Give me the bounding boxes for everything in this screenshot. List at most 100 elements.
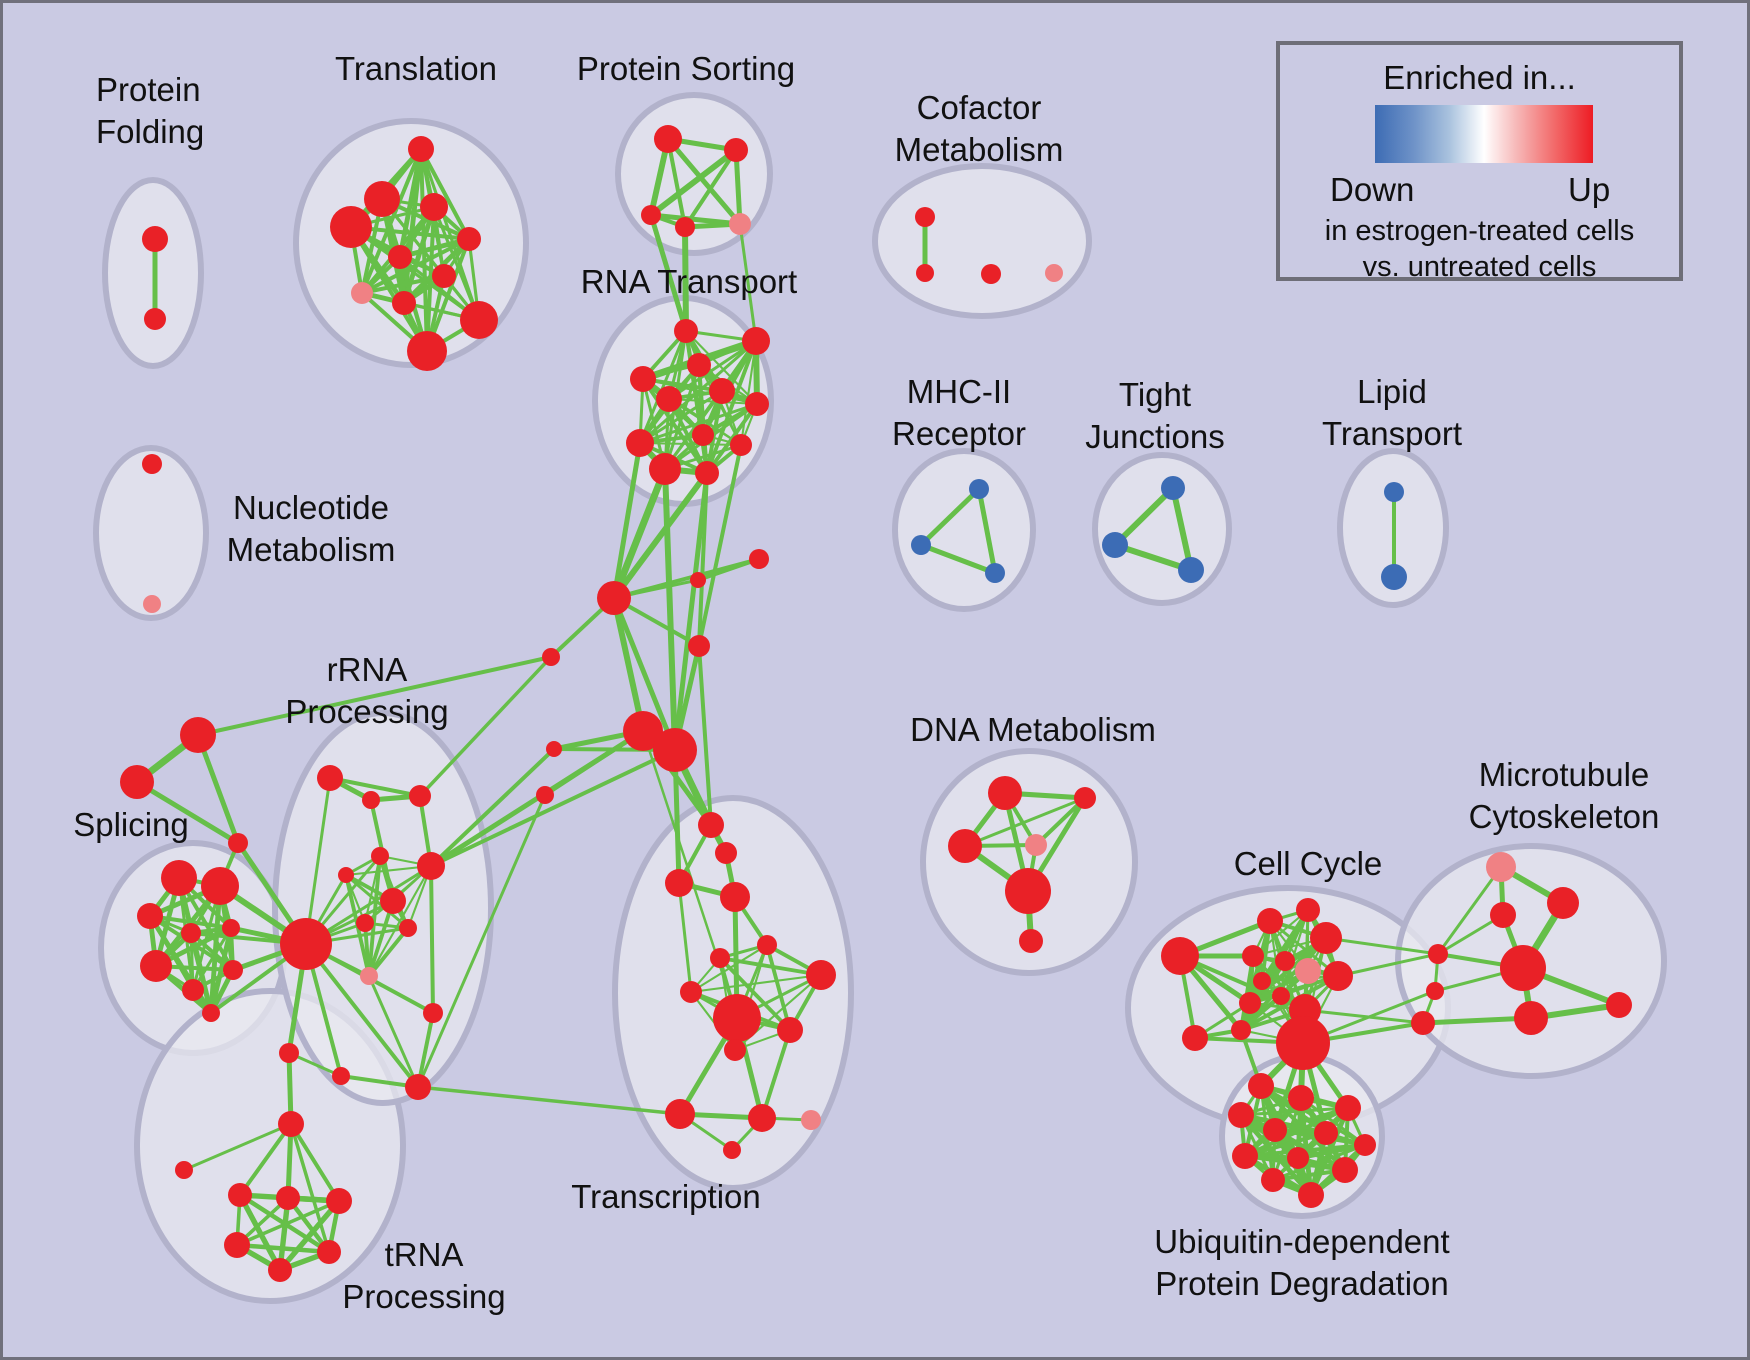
node-j1[interactable]	[1102, 532, 1128, 558]
node-s4[interactable]	[222, 919, 240, 937]
node-s3[interactable]	[181, 923, 201, 943]
node-p4[interactable]	[729, 213, 751, 235]
node-q1[interactable]	[362, 791, 380, 809]
node-b1[interactable]	[1288, 1085, 1314, 1111]
node-w10[interactable]	[724, 1039, 746, 1061]
node-hub2[interactable]	[623, 711, 663, 751]
node-b9[interactable]	[1261, 1168, 1285, 1192]
node-g3[interactable]	[1296, 898, 1320, 922]
node-q4[interactable]	[338, 867, 354, 883]
node-p0[interactable]	[654, 125, 682, 153]
node-q7[interactable]	[399, 919, 417, 937]
node-r8[interactable]	[692, 424, 714, 446]
node-g5[interactable]	[1242, 945, 1264, 967]
node-g13[interactable]	[1231, 1020, 1251, 1040]
node-d0[interactable]	[988, 776, 1022, 810]
node-w7[interactable]	[680, 981, 702, 1003]
node-hub1[interactable]	[280, 918, 332, 970]
node-w1[interactable]	[715, 842, 737, 864]
node-w2[interactable]	[665, 869, 693, 897]
node-m0[interactable]	[969, 479, 989, 499]
node-h3[interactable]	[1428, 944, 1448, 964]
node-p2[interactable]	[641, 205, 661, 225]
node-u6[interactable]	[317, 1240, 341, 1264]
node-l0[interactable]	[1384, 482, 1404, 502]
node-g9[interactable]	[1323, 961, 1353, 991]
node-h1[interactable]	[1547, 887, 1579, 919]
node-t9[interactable]	[460, 301, 498, 339]
node-t8[interactable]	[392, 291, 416, 315]
node-t10[interactable]	[407, 331, 447, 371]
node-b11[interactable]	[1298, 1182, 1324, 1208]
node-a0[interactable]	[142, 226, 168, 252]
node-t4[interactable]	[457, 227, 481, 251]
node-q12[interactable]	[279, 1043, 299, 1063]
node-d2[interactable]	[948, 829, 982, 863]
node-w0[interactable]	[698, 812, 724, 838]
node-a1[interactable]	[144, 308, 166, 330]
node-d5[interactable]	[1019, 929, 1043, 953]
node-v1[interactable]	[690, 572, 706, 588]
node-g8[interactable]	[1295, 958, 1321, 984]
node-s1[interactable]	[201, 867, 239, 905]
node-q3[interactable]	[371, 847, 389, 865]
node-m2[interactable]	[985, 563, 1005, 583]
node-h8[interactable]	[1606, 992, 1632, 1018]
node-u2[interactable]	[228, 1183, 252, 1207]
node-q5[interactable]	[380, 888, 406, 914]
node-t5[interactable]	[388, 245, 412, 269]
node-u1[interactable]	[175, 1161, 193, 1179]
node-q10[interactable]	[405, 1074, 431, 1100]
node-c3[interactable]	[1045, 264, 1063, 282]
node-g7[interactable]	[1253, 972, 1271, 990]
node-q6[interactable]	[356, 914, 374, 932]
node-u0[interactable]	[278, 1111, 304, 1137]
node-q11[interactable]	[332, 1067, 350, 1085]
node-l1[interactable]	[1381, 564, 1407, 590]
node-q9[interactable]	[423, 1003, 443, 1023]
node-c0[interactable]	[915, 207, 935, 227]
node-w12[interactable]	[748, 1104, 776, 1132]
node-n0[interactable]	[142, 454, 162, 474]
node-g14[interactable]	[1276, 1016, 1330, 1070]
node-w5[interactable]	[710, 948, 730, 968]
node-j2[interactable]	[1178, 557, 1204, 583]
node-b2[interactable]	[1335, 1095, 1361, 1121]
node-s8[interactable]	[202, 1004, 220, 1022]
node-t1[interactable]	[364, 181, 400, 217]
node-v4[interactable]	[546, 741, 562, 757]
node-g2[interactable]	[1257, 908, 1283, 934]
node-h7[interactable]	[1514, 1001, 1548, 1035]
node-b0[interactable]	[1248, 1073, 1274, 1099]
node-r0[interactable]	[674, 319, 698, 343]
node-w4[interactable]	[757, 935, 777, 955]
node-n1[interactable]	[143, 595, 161, 613]
node-j0[interactable]	[1161, 476, 1185, 500]
node-s6[interactable]	[182, 979, 204, 1001]
node-r2[interactable]	[630, 366, 656, 392]
node-b4[interactable]	[1263, 1118, 1287, 1142]
node-r7[interactable]	[626, 429, 654, 457]
node-d3[interactable]	[1025, 834, 1047, 856]
node-t6[interactable]	[432, 264, 456, 288]
node-p3[interactable]	[675, 217, 695, 237]
node-b5[interactable]	[1314, 1121, 1338, 1145]
node-hub3[interactable]	[653, 728, 697, 772]
node-w11[interactable]	[665, 1099, 695, 1129]
node-s7[interactable]	[223, 960, 243, 980]
node-b3[interactable]	[1228, 1102, 1254, 1128]
node-v2[interactable]	[749, 549, 769, 569]
node-w14[interactable]	[723, 1141, 741, 1159]
node-r1[interactable]	[742, 327, 770, 355]
node-g1[interactable]	[1182, 1025, 1208, 1051]
node-w6[interactable]	[806, 960, 836, 990]
node-x0[interactable]	[180, 717, 216, 753]
node-g11[interactable]	[1272, 987, 1290, 1005]
node-w8[interactable]	[713, 994, 761, 1042]
node-v5[interactable]	[536, 786, 554, 804]
node-u3[interactable]	[276, 1186, 300, 1210]
node-t3[interactable]	[420, 193, 448, 221]
node-r10[interactable]	[649, 453, 681, 485]
node-w9[interactable]	[777, 1017, 803, 1043]
node-r9[interactable]	[730, 434, 752, 456]
